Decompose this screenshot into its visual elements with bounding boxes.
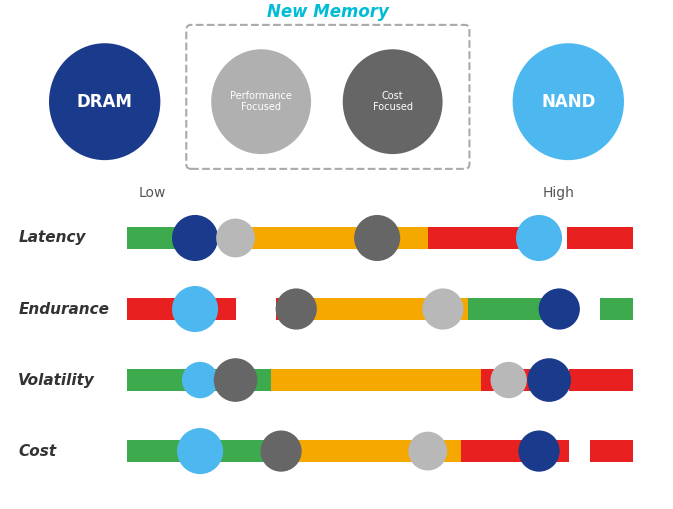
Text: NAND: NAND — [541, 93, 596, 110]
Bar — [271, 440, 460, 462]
Text: Volatility: Volatility — [18, 373, 95, 387]
Text: High: High — [543, 186, 575, 200]
Ellipse shape — [172, 286, 218, 332]
Ellipse shape — [276, 289, 317, 330]
Ellipse shape — [409, 432, 447, 470]
Ellipse shape — [172, 215, 218, 261]
Text: Cost: Cost — [18, 443, 57, 459]
Ellipse shape — [214, 358, 257, 402]
Bar — [238, 227, 428, 249]
Bar — [481, 369, 539, 391]
Ellipse shape — [513, 43, 624, 160]
Ellipse shape — [260, 431, 302, 472]
Bar — [468, 298, 577, 320]
Bar — [127, 440, 271, 462]
Bar — [428, 227, 526, 249]
Ellipse shape — [491, 362, 527, 398]
Text: Cost
Focused: Cost Focused — [373, 91, 413, 112]
Ellipse shape — [211, 49, 311, 154]
Ellipse shape — [528, 358, 571, 402]
Ellipse shape — [354, 215, 400, 261]
Text: Low: Low — [139, 186, 166, 200]
Ellipse shape — [343, 49, 443, 154]
Bar — [600, 298, 633, 320]
Bar — [567, 227, 633, 249]
Ellipse shape — [423, 289, 464, 330]
Bar — [127, 227, 185, 249]
Bar — [569, 369, 633, 391]
Ellipse shape — [538, 289, 580, 330]
Ellipse shape — [177, 428, 223, 474]
Bar — [127, 298, 236, 320]
Ellipse shape — [518, 431, 560, 472]
Bar — [276, 298, 314, 320]
Text: DRAM: DRAM — [77, 93, 133, 110]
Bar — [590, 440, 633, 462]
Ellipse shape — [216, 218, 255, 258]
Ellipse shape — [49, 43, 160, 160]
Bar — [127, 369, 271, 391]
Bar — [314, 298, 468, 320]
Ellipse shape — [182, 362, 218, 398]
Bar — [460, 440, 569, 462]
Text: Latency: Latency — [18, 231, 85, 245]
Bar — [271, 369, 481, 391]
Text: Endurance: Endurance — [18, 301, 109, 317]
Text: Performance
Focused: Performance Focused — [230, 91, 292, 112]
Text: New Memory: New Memory — [267, 4, 389, 21]
Ellipse shape — [516, 215, 562, 261]
